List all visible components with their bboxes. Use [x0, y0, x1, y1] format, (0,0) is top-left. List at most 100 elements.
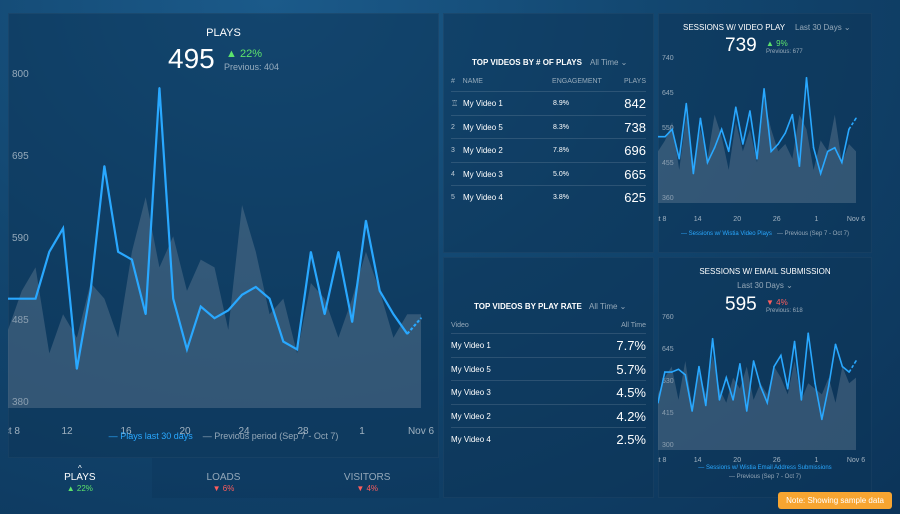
- sessions-video-filter[interactable]: Last 30 Days: [795, 23, 851, 32]
- data-point[interactable]: [805, 76, 808, 79]
- data-point[interactable]: [692, 172, 695, 175]
- table-row[interactable]: 2 My Video 5 8.3% 738: [451, 114, 646, 139]
- data-point[interactable]: [812, 146, 815, 149]
- data-point[interactable]: [718, 399, 721, 401]
- data-point[interactable]: [834, 343, 837, 346]
- data-point[interactable]: [172, 297, 174, 300]
- data-point[interactable]: [732, 399, 734, 401]
- data-point[interactable]: [800, 399, 803, 401]
- data-point[interactable]: [786, 387, 789, 390]
- data-point[interactable]: [664, 135, 666, 138]
- data-point[interactable]: [241, 293, 243, 296]
- data-point[interactable]: [664, 371, 666, 373]
- data-point[interactable]: [296, 348, 298, 351]
- tab-visitors[interactable]: VISITORS ▼ 4%: [295, 458, 440, 498]
- data-point[interactable]: [392, 313, 395, 316]
- data-point[interactable]: [337, 251, 340, 253]
- data-point[interactable]: [784, 132, 787, 134]
- data-point[interactable]: [658, 401, 659, 404]
- data-point[interactable]: [855, 117, 857, 120]
- data-point[interactable]: [310, 251, 312, 253]
- data-point[interactable]: [186, 348, 188, 351]
- data-point[interactable]: [855, 360, 857, 362]
- data-point[interactable]: [720, 128, 723, 131]
- data-point[interactable]: [671, 128, 673, 131]
- data-point[interactable]: [131, 258, 133, 261]
- data-point[interactable]: [827, 385, 830, 387]
- data-point[interactable]: [798, 165, 801, 167]
- data-point[interactable]: [752, 360, 755, 362]
- data-point[interactable]: [658, 135, 659, 138]
- data-point[interactable]: [739, 362, 741, 365]
- data-point[interactable]: [103, 165, 106, 167]
- list-item[interactable]: My Video 1 7.7%: [451, 333, 646, 357]
- data-point[interactable]: [734, 106, 737, 109]
- table-row[interactable]: ♖ My Video 1 8.9% 842: [451, 91, 646, 115]
- data-point[interactable]: [684, 374, 687, 376]
- data-point[interactable]: [691, 410, 693, 412]
- data-point[interactable]: [420, 317, 422, 319]
- data-point[interactable]: [763, 87, 765, 90]
- data-point[interactable]: [199, 305, 202, 308]
- data-point[interactable]: [841, 365, 844, 368]
- data-point[interactable]: [791, 113, 794, 116]
- data-point[interactable]: [365, 219, 367, 222]
- data-point[interactable]: [677, 368, 680, 371]
- data-point[interactable]: [268, 297, 271, 300]
- data-point[interactable]: [841, 161, 843, 164]
- data-point[interactable]: [34, 297, 37, 300]
- data-point[interactable]: [848, 371, 850, 373]
- table-row[interactable]: 5 My Video 4 3.8% 625: [451, 185, 646, 209]
- data-point[interactable]: [773, 365, 775, 368]
- data-point[interactable]: [793, 340, 796, 343]
- data-point[interactable]: [756, 157, 758, 160]
- tab-loads[interactable]: LOADS ▼ 6%: [151, 458, 296, 498]
- data-point[interactable]: [749, 110, 751, 112]
- data-point[interactable]: [814, 382, 816, 385]
- data-point[interactable]: [766, 401, 769, 404]
- data-point[interactable]: [780, 354, 782, 357]
- data-point[interactable]: [685, 102, 688, 105]
- data-point[interactable]: [670, 371, 673, 373]
- data-point[interactable]: [848, 128, 850, 131]
- data-point[interactable]: [76, 368, 78, 370]
- top-videos-filter[interactable]: All Time: [590, 58, 627, 67]
- data-point[interactable]: [713, 146, 716, 149]
- data-point[interactable]: [699, 117, 702, 120]
- data-point[interactable]: [213, 317, 216, 319]
- data-point[interactable]: [725, 376, 728, 379]
- data-point[interactable]: [351, 321, 353, 323]
- data-point[interactable]: [678, 157, 681, 160]
- data-point[interactable]: [323, 313, 326, 316]
- data-point[interactable]: [406, 333, 409, 335]
- data-point[interactable]: [821, 418, 823, 421]
- table-row[interactable]: 4 My Video 3 5.0% 665: [451, 161, 646, 186]
- data-point[interactable]: [282, 340, 285, 343]
- data-point[interactable]: [704, 404, 707, 407]
- list-item[interactable]: My Video 3 4.5%: [451, 380, 646, 404]
- list-item[interactable]: My Video 2 4.2%: [451, 403, 646, 428]
- data-point[interactable]: [89, 290, 92, 292]
- data-point[interactable]: [117, 251, 119, 253]
- sessions-email-filter[interactable]: Last 30 Days: [658, 281, 872, 290]
- data-point[interactable]: [711, 337, 714, 340]
- data-point[interactable]: [770, 150, 772, 153]
- data-point[interactable]: [833, 146, 836, 149]
- data-point[interactable]: [144, 313, 147, 316]
- data-point[interactable]: [826, 150, 829, 153]
- data-point[interactable]: [759, 385, 762, 387]
- data-point[interactable]: [777, 143, 780, 145]
- play-rate-filter[interactable]: All Time: [589, 302, 626, 311]
- tab-plays[interactable]: ^ PLAYS ▲ 22%: [8, 458, 152, 498]
- data-point[interactable]: [727, 150, 730, 153]
- data-point[interactable]: [698, 365, 700, 368]
- data-point[interactable]: [8, 297, 9, 300]
- data-point[interactable]: [706, 161, 709, 164]
- data-point[interactable]: [48, 251, 51, 253]
- data-point[interactable]: [742, 143, 744, 145]
- data-point[interactable]: [62, 227, 64, 230]
- data-point[interactable]: [227, 309, 230, 312]
- data-point[interactable]: [378, 290, 381, 292]
- data-point[interactable]: [807, 332, 810, 334]
- data-point[interactable]: [20, 297, 23, 300]
